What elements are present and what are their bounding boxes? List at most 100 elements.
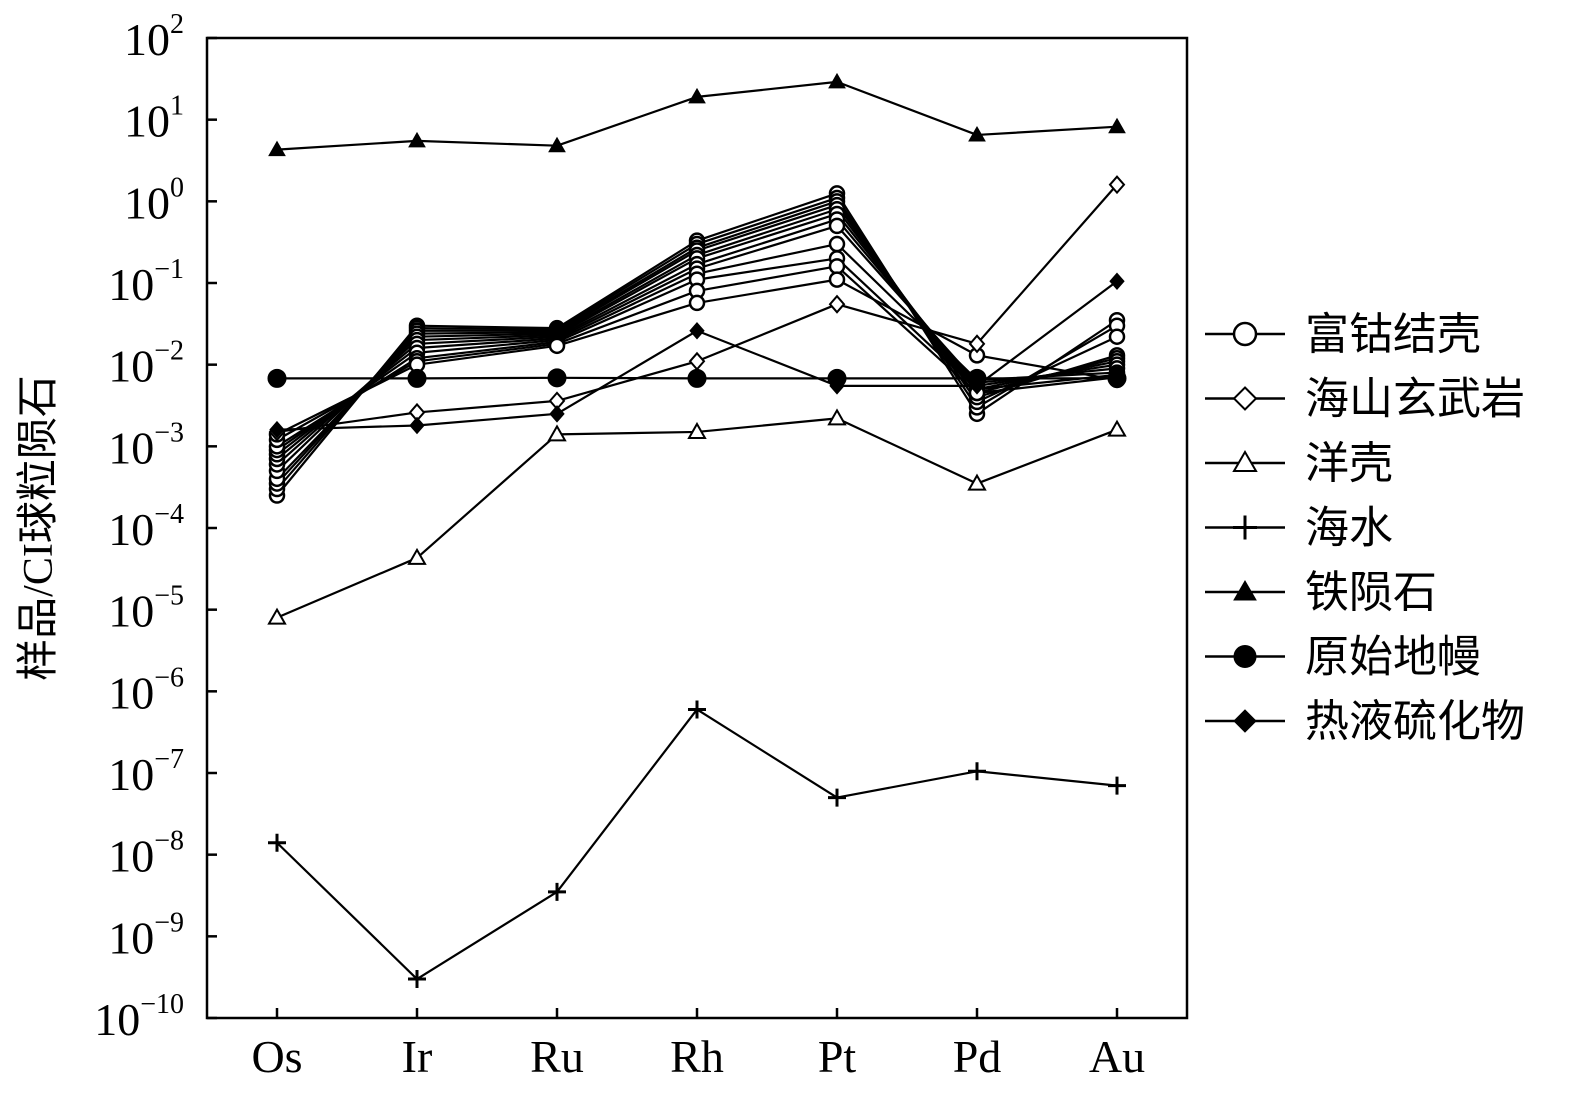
data-point xyxy=(549,405,565,423)
data-point xyxy=(1108,776,1126,795)
data-point xyxy=(968,762,986,781)
y-tick-label: 10−10 xyxy=(94,989,184,1045)
y-tick-label: 10−4 xyxy=(108,499,184,555)
data-point xyxy=(829,377,845,395)
data-point xyxy=(548,136,566,153)
x-tick-label: Ir xyxy=(402,1031,433,1082)
data-point xyxy=(828,235,846,253)
data-point xyxy=(687,368,707,388)
data-point xyxy=(1109,272,1125,291)
data-point xyxy=(548,882,566,901)
series-line xyxy=(276,708,1118,981)
data-point xyxy=(969,377,985,395)
data-point xyxy=(968,334,986,354)
legend-marker xyxy=(1233,709,1257,733)
series-18 xyxy=(269,272,1125,439)
y-tick-label: 10−7 xyxy=(108,744,184,800)
data-point xyxy=(269,420,285,439)
data-point xyxy=(1108,117,1126,134)
data-point xyxy=(267,368,287,388)
data-point xyxy=(828,258,846,275)
y-tick-label: 10−6 xyxy=(108,662,184,718)
legend-item: 铁陨石 xyxy=(1205,568,1437,617)
y-axis-label: 样品/CI球粒陨石 xyxy=(16,375,62,681)
data-point xyxy=(828,294,846,314)
data-point xyxy=(408,131,426,148)
data-point xyxy=(688,294,706,312)
data-point xyxy=(687,421,707,439)
legend-label: 原始地幔 xyxy=(1305,633,1481,682)
y-tick-label: 10−3 xyxy=(108,417,184,473)
y-tick-label: 101 xyxy=(124,91,184,147)
plot-frame xyxy=(205,36,1189,1020)
data-point xyxy=(407,547,427,565)
data-point xyxy=(688,700,706,719)
data-point xyxy=(1107,368,1127,388)
legend-item: 富钴结壳 xyxy=(1205,310,1481,359)
series-14 xyxy=(267,408,1127,625)
y-tick-label: 100 xyxy=(124,172,184,228)
data-point xyxy=(828,271,846,288)
data-point xyxy=(268,833,286,852)
data-point xyxy=(827,408,847,426)
legend-label: 洋壳 xyxy=(1305,439,1393,488)
legend-marker xyxy=(1233,515,1257,540)
data-point xyxy=(689,322,705,340)
data-point xyxy=(828,72,846,89)
data-point xyxy=(1108,175,1126,195)
legend-item: 海水 xyxy=(1205,504,1393,553)
data-point xyxy=(967,473,987,491)
legend-label: 富钴结壳 xyxy=(1305,310,1481,359)
series-2 xyxy=(268,189,1126,498)
y-tick-label: 10−2 xyxy=(108,336,184,392)
series-line xyxy=(276,417,1118,619)
legend-marker xyxy=(1232,321,1258,347)
data-point xyxy=(828,217,846,235)
y-axis: 102 101 100 10−1 10−2 10−3 10−4 10−5 10−6 10−7 10−… xyxy=(94,9,217,1045)
x-tick-label: Os xyxy=(251,1031,302,1082)
data-point xyxy=(408,970,426,989)
legend-marker xyxy=(1233,580,1257,601)
legend-marker xyxy=(1232,450,1258,472)
x-tick-label: Pd xyxy=(953,1031,1002,1082)
legend-item: 海山玄武岩 xyxy=(1205,375,1525,424)
data-point xyxy=(1108,328,1126,345)
y-tick-label: 10−9 xyxy=(108,907,184,963)
y-tick-label: 10−5 xyxy=(108,581,184,637)
y-tick-label: 10−1 xyxy=(108,254,184,310)
y-tick-label: 102 xyxy=(124,9,184,65)
legend-item: 热液硫化物 xyxy=(1205,697,1525,746)
series-15 xyxy=(268,700,1126,989)
y-tick-label: 10−8 xyxy=(108,826,184,882)
legend-label: 铁陨石 xyxy=(1305,568,1437,617)
data-point xyxy=(688,351,706,371)
data-point xyxy=(547,368,567,388)
data-point xyxy=(407,368,427,388)
legend-marker xyxy=(1232,386,1258,411)
legend-label: 热液硫化物 xyxy=(1305,697,1525,746)
data-point xyxy=(547,424,567,442)
x-tick-label: Rh xyxy=(670,1031,724,1082)
data-point xyxy=(409,416,425,435)
x-tick-label: Ru xyxy=(530,1031,584,1082)
data-point xyxy=(688,87,706,104)
data-point xyxy=(548,337,566,355)
data-point xyxy=(968,125,986,142)
data-point xyxy=(267,607,287,625)
legend-marker xyxy=(1233,645,1257,668)
legend-item: 洋壳 xyxy=(1205,439,1393,488)
x-tick-label: Au xyxy=(1089,1031,1145,1082)
legend-item: 原始地幔 xyxy=(1205,633,1481,682)
legend-label: 海山玄武岩 xyxy=(1305,375,1525,424)
legend-label: 海水 xyxy=(1305,504,1393,553)
series-layer xyxy=(267,72,1127,989)
series-1 xyxy=(268,185,1126,504)
series-16 xyxy=(268,72,1126,157)
x-tick-label: Pt xyxy=(818,1031,857,1082)
data-point xyxy=(268,140,286,157)
x-axis: Os Ir Ru Rh Pt Pd Au xyxy=(251,1008,1145,1082)
data-point xyxy=(828,788,846,807)
data-point xyxy=(1107,419,1127,437)
